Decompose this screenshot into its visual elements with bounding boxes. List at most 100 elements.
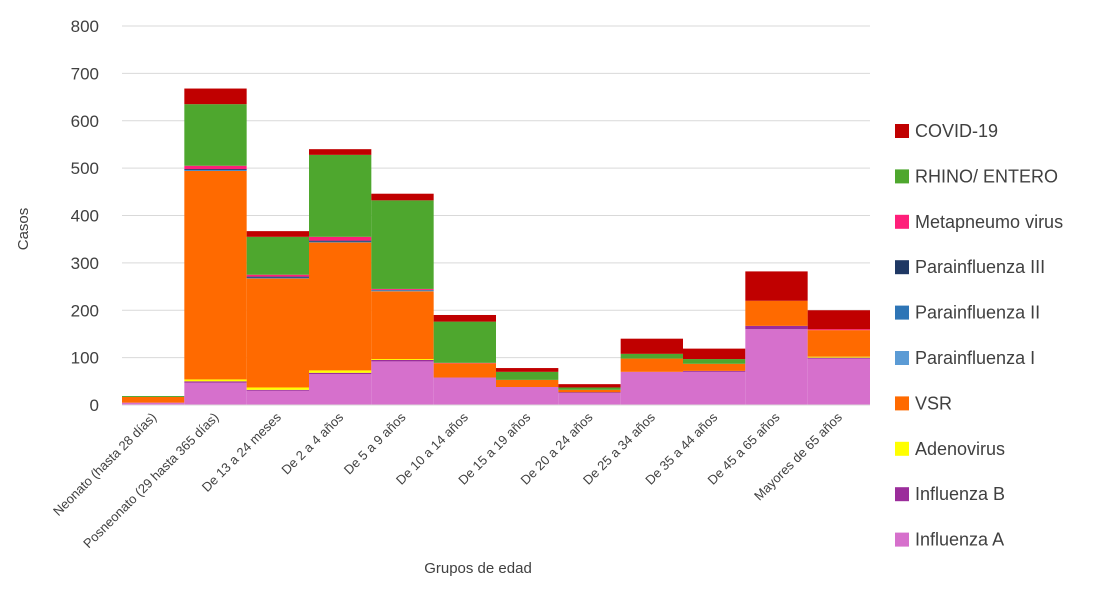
bar-segment [807, 358, 870, 405]
bar-segment [683, 371, 746, 405]
gridlines [122, 25, 870, 359]
bar-segment [371, 361, 434, 405]
x-axis-title: Grupos de edad [424, 560, 532, 577]
bar-segment [433, 314, 496, 322]
x-tick-label: De 5 a 9 años [341, 409, 409, 477]
bar-segment [371, 359, 434, 362]
bar-segment [807, 330, 870, 357]
legend-label: Adenovirus [915, 439, 1005, 459]
bar-segment [184, 169, 247, 171]
legend-swatch [895, 260, 909, 275]
bar-segment [558, 384, 621, 388]
legend-label: Metapneumo virus [915, 212, 1063, 232]
bar-segment [558, 392, 621, 394]
bar-segment [433, 321, 496, 363]
legend-swatch [895, 169, 909, 184]
bar-segment [246, 278, 309, 388]
bar-segment [122, 396, 185, 403]
y-tick-label: 400 [71, 207, 99, 226]
bar-segment [620, 338, 683, 354]
x-axis-ticks: Neonato (hasta 28 días)Posneonato (29 ha… [50, 409, 845, 551]
legend-label: VSR [915, 393, 952, 413]
y-axis-ticks: 0 100 200 300 400 500 600 700 800 [71, 17, 99, 415]
bar-segment [807, 356, 870, 358]
bar-segment [558, 389, 621, 393]
legend-label: COVID-19 [915, 121, 998, 141]
bar-segment [558, 393, 621, 405]
y-tick-label: 700 [71, 64, 99, 83]
bar-segment [371, 288, 434, 290]
bar-segment [246, 231, 309, 237]
bar-segment [309, 149, 372, 155]
bar-segment [184, 170, 247, 380]
bar-segment [433, 377, 496, 405]
bar-segment [246, 236, 309, 275]
y-tick-label: 500 [71, 159, 99, 178]
bar-segment [807, 310, 870, 330]
x-tick-label: Posneonato (29 hasta 365 días) [80, 410, 221, 551]
bar-segment [246, 276, 309, 278]
bar-segment [745, 271, 808, 301]
y-tick-label: 200 [71, 301, 99, 320]
bar-segment [184, 381, 247, 383]
legend-swatch [895, 214, 909, 229]
bar-segment [807, 329, 870, 331]
legend-swatch [895, 351, 909, 365]
legend-swatch [895, 305, 909, 320]
bar-segment [371, 359, 434, 360]
bar-segment [496, 371, 559, 380]
legend-label: RHINO/ ENTERO [915, 166, 1058, 186]
bar-segment [496, 387, 559, 405]
bar-segment [745, 329, 808, 405]
legend-label: Influenza B [915, 484, 1005, 504]
bar-segment [246, 387, 309, 390]
y-tick-label: 100 [71, 349, 99, 368]
bar-segment [620, 358, 683, 372]
bar-segment [558, 387, 621, 390]
bar-segment [683, 370, 746, 372]
bar-segment [309, 242, 372, 371]
bar-segment [371, 291, 434, 360]
bar-segment [745, 325, 808, 330]
bar-segment [433, 363, 496, 378]
bar-segment [496, 379, 559, 387]
x-tick-label: De 2 a 4 años [278, 409, 346, 477]
bar-segment [184, 379, 247, 382]
bar-segment [246, 274, 309, 277]
bar-segment [184, 382, 247, 405]
bar-segment [246, 389, 309, 391]
bar-segment [371, 200, 434, 289]
bar-segment [683, 363, 746, 371]
y-tick-label: 0 [90, 396, 99, 415]
y-tick-label: 800 [71, 17, 99, 36]
bar-segment [745, 300, 808, 326]
legend-label: Parainfluenza I [915, 348, 1035, 368]
legend: COVID-19 RHINO/ ENTERO Metapneumo virus Par… [895, 121, 1063, 550]
bar-segment [309, 374, 372, 405]
legend-label: Influenza A [915, 530, 1004, 550]
y-axis-title: Casos [15, 208, 32, 251]
bar-segment [371, 193, 434, 201]
bar-segment [122, 396, 185, 397]
bar-segment [309, 240, 372, 242]
bar-segment [309, 154, 372, 237]
legend-swatch [895, 396, 909, 411]
x-tick-label: Neonato (hasta 28 días) [50, 410, 159, 519]
legend-label: Parainfluenza III [915, 257, 1045, 277]
bar-segment [309, 370, 372, 373]
y-tick-label: 600 [71, 112, 99, 131]
bar-segment [246, 390, 309, 405]
legend-swatch [895, 532, 909, 547]
bar-segment [683, 348, 746, 360]
bars [122, 88, 870, 405]
bar-segment [184, 165, 247, 170]
y-tick-label: 300 [71, 254, 99, 273]
legend-swatch [895, 487, 909, 502]
bar-segment [620, 353, 683, 359]
bar-segment [309, 372, 372, 375]
bar-segment [184, 88, 247, 105]
legend-label: Parainfluenza II [915, 303, 1040, 323]
bar-segment [309, 236, 372, 241]
bar-segment [122, 402, 185, 405]
